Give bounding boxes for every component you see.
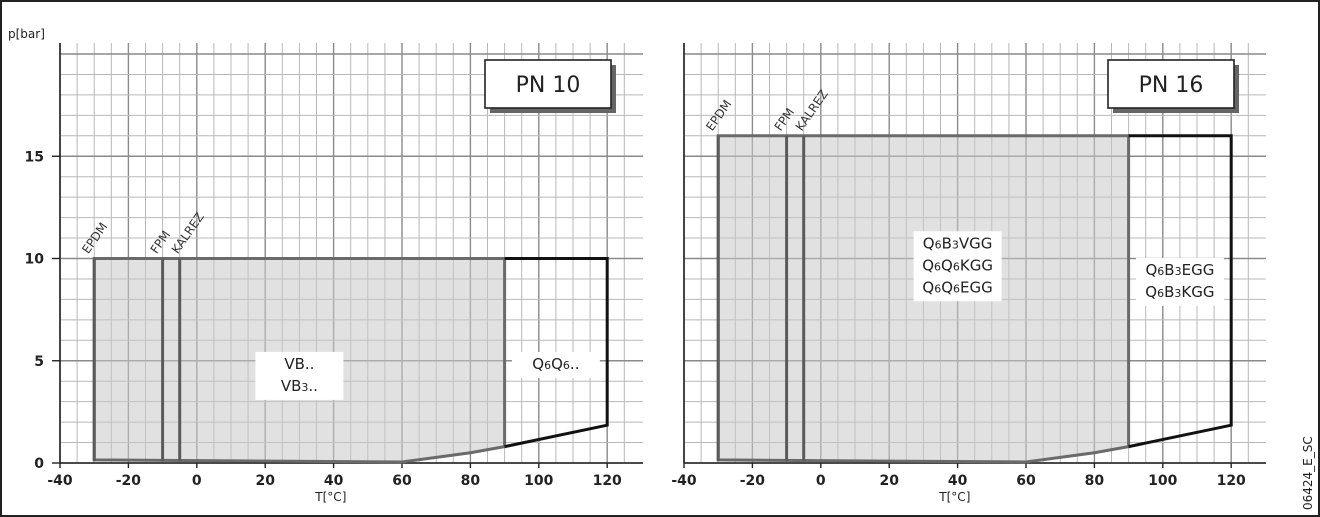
y-tick-label: 15 [25, 149, 44, 165]
y-tick-label: 10 [25, 252, 45, 268]
x-tick-label: 100 [1148, 473, 1177, 489]
series-label-bg [511, 351, 600, 378]
x-tick-label: 40 [324, 473, 344, 489]
y-tick-label: 0 [34, 456, 44, 472]
x-axis-label: T[°C] [314, 490, 346, 504]
x-tick-label: -40 [671, 473, 697, 489]
series-label: VB3.. [281, 377, 318, 395]
x-tick-label: 20 [255, 473, 275, 489]
chart-title: PN 16 [1139, 73, 1204, 98]
series-label: Q6Q6EGG [922, 278, 992, 296]
x-axis-label: T[°C] [938, 490, 970, 504]
series-label: Q6Q6KGG [922, 256, 993, 274]
y-axis-label: p[bar] [8, 27, 45, 41]
series-label: Q6B3EGG [1145, 261, 1214, 279]
chart-title: PN 10 [516, 73, 581, 98]
title-box [484, 59, 612, 109]
x-tick-label: -20 [740, 473, 766, 489]
series-label: Q6B3VGG [923, 234, 993, 252]
x-tick-label: 60 [1016, 473, 1036, 489]
series-label: VB.. [284, 355, 314, 373]
x-tick-label: 60 [392, 473, 412, 489]
x-tick-label: 80 [461, 473, 481, 489]
series-label: Q6Q6.. [532, 355, 579, 373]
series-area-outline [1128, 134, 1233, 449]
x-tick-label: 120 [593, 473, 622, 489]
x-tick-label: 0 [192, 473, 202, 489]
x-tick-label: -20 [116, 473, 142, 489]
series-label: Q6B3KGG [1145, 283, 1214, 301]
x-tick-label: 120 [1217, 473, 1246, 489]
x-tick-label: 80 [1085, 473, 1105, 489]
series-label-bg [1135, 257, 1224, 306]
figure-id-label: 06424_E_SC [1301, 436, 1315, 510]
series-label-bg [913, 231, 1002, 302]
y-tick-label: 5 [34, 354, 44, 370]
series-label-bg [255, 351, 344, 400]
series-area-outline [504, 257, 609, 449]
x-tick-label: 0 [816, 473, 826, 489]
x-tick-label: -40 [47, 473, 73, 489]
title-box [1107, 59, 1235, 109]
x-tick-label: 100 [524, 473, 553, 489]
x-tick-label: 20 [879, 473, 899, 489]
x-tick-label: 40 [948, 473, 968, 489]
